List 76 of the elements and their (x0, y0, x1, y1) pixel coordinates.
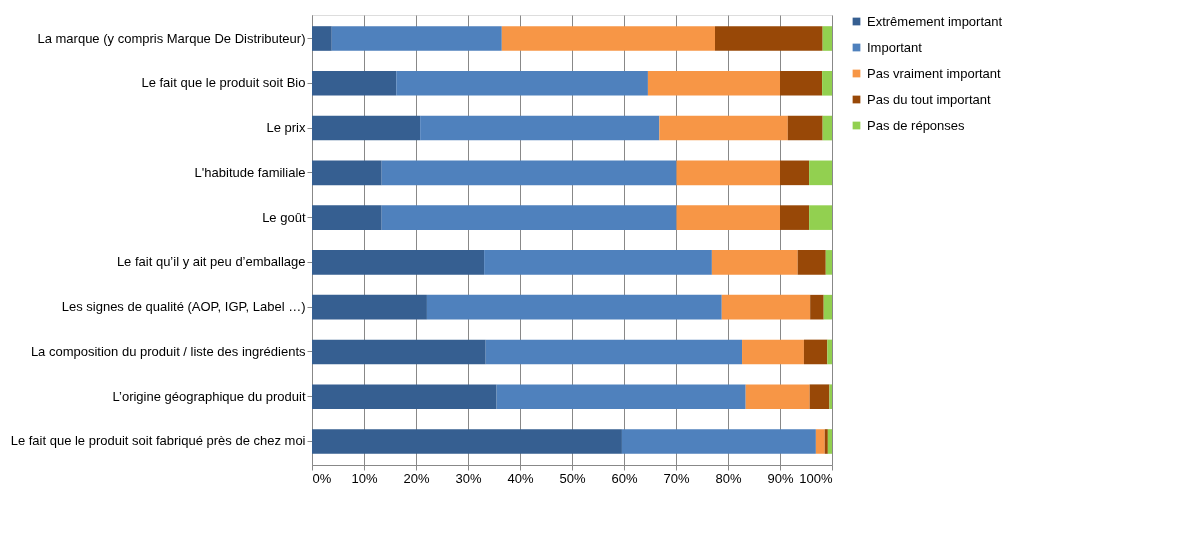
bar (381, 160, 677, 186)
bar (822, 26, 832, 51)
bar (780, 70, 823, 96)
y-tick-label: L’origine géographique du produit (112, 388, 306, 404)
bar (621, 429, 816, 454)
x-tick-label: 30% (455, 470, 482, 486)
bar (829, 384, 832, 410)
x-tick-label: 20% (403, 470, 430, 486)
bar (312, 294, 427, 320)
bar (787, 115, 823, 141)
bar (312, 70, 397, 96)
bar (312, 26, 332, 51)
bar (827, 339, 832, 365)
legend-label: Pas vraiment important (867, 65, 1002, 81)
bar (745, 384, 810, 410)
bar (312, 160, 382, 186)
bar (809, 160, 832, 186)
x-tick-label: 80% (715, 470, 742, 486)
bar (809, 384, 830, 410)
bar (312, 205, 382, 230)
bar (484, 250, 712, 275)
bar (780, 205, 810, 230)
legend-label: Extrêmement important (867, 13, 1003, 29)
bar (496, 384, 746, 410)
y-tick-label: Le fait que le produit soit Bio (141, 75, 306, 91)
bar (501, 26, 715, 51)
bar (797, 250, 826, 275)
bar (485, 339, 743, 365)
bar (676, 205, 780, 230)
bar (312, 115, 421, 141)
x-tick-label: 0% (312, 470, 332, 486)
bar (381, 205, 677, 230)
x-tick-label: 10% (351, 470, 378, 486)
bar (426, 294, 722, 320)
bar (647, 70, 780, 96)
bar (822, 115, 832, 141)
bar (822, 70, 832, 96)
y-tick-label: Le fait que le produit soit fabriqué près de chez moi (10, 433, 306, 449)
y-tick-label: Le goût (262, 209, 306, 225)
bar (721, 294, 811, 320)
y-tick-label: Le fait qu’il y ait peu d’emballage (116, 254, 306, 270)
bar (742, 339, 804, 365)
bar (312, 250, 485, 275)
x-tick-label: 100% (799, 470, 833, 486)
x-tick-label: 90% (767, 470, 794, 486)
bar (715, 26, 823, 51)
x-tick-label: 50% (559, 470, 586, 486)
bar (312, 429, 622, 454)
y-tick-label: La marque (y compris Marque De Distributeur) (37, 30, 306, 46)
bar (711, 250, 798, 275)
x-tick-label: 70% (663, 470, 690, 486)
y-tick-label: Le prix (266, 120, 306, 136)
y-tick-label: Les signes de qualité (AOP, IGP, Label …) (61, 299, 306, 315)
bar (803, 339, 828, 365)
bar (809, 205, 832, 230)
legend-label: Pas du tout important (867, 91, 991, 107)
bar (659, 115, 788, 141)
x-tick-label: 40% (507, 470, 534, 486)
y-tick-label: La composition du produit / liste des ingrédients (30, 343, 306, 359)
bar (780, 160, 810, 186)
bar (312, 339, 486, 365)
bar (815, 429, 825, 454)
x-tick-label: 60% (611, 470, 638, 486)
bar (825, 250, 832, 275)
bar (824, 429, 828, 454)
legend-label: Pas de réponses (867, 117, 966, 133)
bar (827, 429, 832, 454)
y-tick-label: L'habitude familiale (194, 164, 306, 180)
bar (396, 70, 648, 96)
bar (823, 294, 832, 320)
bar (312, 384, 497, 410)
bar (420, 115, 660, 141)
legend-label: Important (867, 39, 923, 55)
bar (810, 294, 824, 320)
bar (676, 160, 780, 186)
bar (331, 26, 502, 51)
